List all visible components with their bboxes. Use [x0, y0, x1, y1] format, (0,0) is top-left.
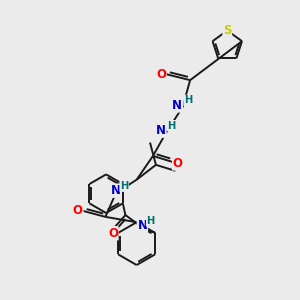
Text: H: H — [147, 216, 155, 226]
Text: O: O — [73, 204, 83, 218]
Text: S: S — [223, 24, 232, 37]
Text: O: O — [108, 227, 118, 240]
Text: N: N — [111, 184, 121, 197]
Text: N: N — [137, 219, 147, 232]
Text: N: N — [156, 124, 166, 137]
Text: H: H — [168, 121, 176, 130]
Text: H: H — [120, 181, 128, 191]
Text: O: O — [156, 68, 166, 81]
Text: N: N — [172, 99, 182, 112]
Text: H: H — [184, 95, 192, 105]
Text: O: O — [172, 157, 183, 170]
